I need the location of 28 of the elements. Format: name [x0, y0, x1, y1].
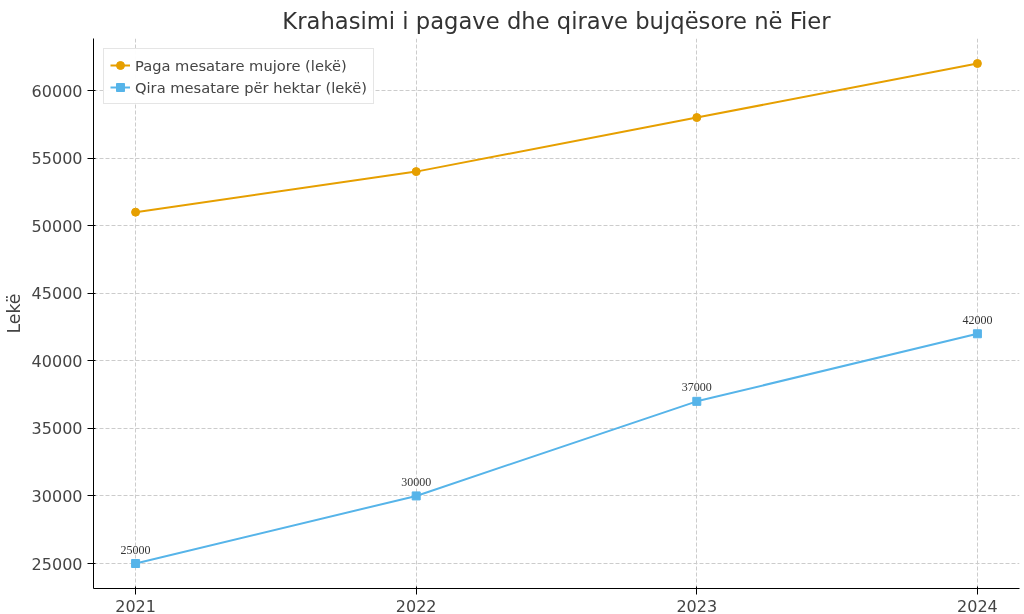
point — [131, 559, 141, 568]
y-tick-label: 45000 — [31, 284, 83, 304]
data-label: 37000 — [681, 380, 712, 395]
x-tick-label: 2024 — [957, 596, 998, 614]
data-label: 25000 — [120, 542, 151, 557]
y-tick-label: 40000 — [31, 351, 83, 371]
x-tick-label: 2022 — [395, 596, 437, 614]
point — [411, 491, 421, 501]
y-tick-label: 55000 — [31, 149, 83, 169]
y-tick-label: 60000 — [31, 81, 83, 101]
point — [131, 207, 141, 217]
y-tick-label: 25000 — [31, 554, 83, 574]
point — [972, 59, 982, 68]
x-tick-label: 2021 — [115, 596, 156, 614]
y-tick-label: 50000 — [31, 216, 83, 236]
legend-label: Qira mesatare për hektar (lekë) — [135, 78, 368, 96]
data-label: 42000 — [962, 312, 993, 327]
point — [692, 396, 702, 406]
y-axis-title: Lekë — [3, 293, 24, 334]
data-label: 30000 — [401, 474, 432, 489]
x-tick-label: 2023 — [676, 596, 718, 614]
y-tick-label: 30000 — [31, 486, 83, 506]
point — [972, 329, 982, 339]
chart-title: Krahasimi i pagave dhe qirave bujqësore në Fier — [282, 7, 832, 34]
legend-label: Paga mesatare mujore (lekë) — [135, 56, 347, 74]
y-tick-label: 35000 — [31, 419, 83, 439]
point — [411, 167, 421, 177]
point — [692, 113, 702, 123]
